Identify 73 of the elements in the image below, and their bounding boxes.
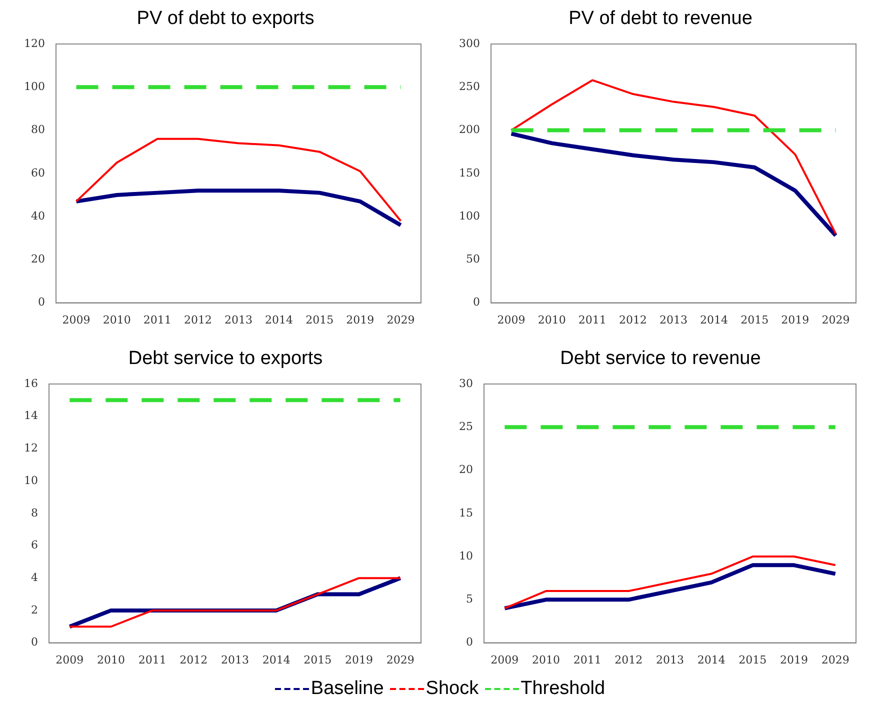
chart-title: Debt service to exports bbox=[128, 348, 323, 371]
x-tick-label: 2010 bbox=[532, 653, 560, 666]
x-tick-label: 2015 bbox=[738, 653, 766, 666]
y-tick-label: 12 bbox=[23, 442, 38, 455]
x-tick-label: 2015 bbox=[740, 313, 768, 326]
y-tick-label: 0 bbox=[37, 296, 44, 309]
y-tick-label: 20 bbox=[30, 252, 44, 266]
x-tick-label: 2013 bbox=[224, 313, 252, 326]
y-tick-label: 15 bbox=[458, 506, 472, 520]
chart-title: Debt service to revenue bbox=[560, 348, 761, 371]
x-tick-label: 2012 bbox=[183, 313, 212, 326]
y-tick-label: 80 bbox=[30, 123, 44, 136]
x-tick-label: 2014 bbox=[262, 653, 290, 666]
y-tick-label: 0 bbox=[465, 636, 472, 649]
x-tick-label: 2014 bbox=[700, 313, 728, 326]
x-tick-label: 2012 bbox=[179, 653, 208, 666]
y-tick-label: 40 bbox=[30, 209, 44, 222]
x-tick-label: 2011 bbox=[138, 653, 166, 666]
x-tick-label: 2019 bbox=[344, 653, 372, 666]
x-tick-label: 2009 bbox=[62, 313, 90, 326]
x-tick-label: 2029 bbox=[821, 313, 850, 326]
x-tick-label: 2013 bbox=[220, 653, 248, 666]
y-tick-label: 120 bbox=[23, 36, 44, 50]
y-tick-label: 14 bbox=[23, 409, 38, 422]
y-tick-label: 2 bbox=[30, 603, 38, 616]
x-tick-label: 2019 bbox=[346, 313, 374, 326]
y-tick-label: 16 bbox=[23, 376, 38, 390]
chart-title: PV of debt to revenue bbox=[568, 8, 752, 31]
y-tick-label: 25 bbox=[458, 420, 472, 433]
y-tick-label: 250 bbox=[458, 80, 480, 93]
x-tick-label: 2015 bbox=[303, 653, 332, 666]
y-tick-label: 0 bbox=[30, 636, 38, 649]
y-tick-label: 150 bbox=[458, 166, 480, 180]
chart-title: PV of debt to exports bbox=[136, 8, 314, 31]
y-tick-label: 10 bbox=[458, 549, 472, 562]
legend-label: Shock bbox=[426, 678, 479, 700]
x-tick-label: 2013 bbox=[656, 653, 684, 666]
x-tick-label: 2010 bbox=[537, 313, 566, 326]
x-tick-label: 2011 bbox=[578, 313, 606, 326]
y-tick-label: 100 bbox=[458, 209, 480, 222]
x-tick-label: 2029 bbox=[386, 313, 414, 326]
x-tick-label: 2014 bbox=[264, 313, 293, 326]
x-tick-label: 2019 bbox=[780, 313, 809, 326]
x-tick-label: 2011 bbox=[572, 653, 601, 666]
x-tick-label: 2015 bbox=[305, 313, 334, 326]
x-tick-label: 2011 bbox=[142, 313, 171, 326]
x-tick-label: 2010 bbox=[96, 653, 124, 666]
x-tick-label: 2010 bbox=[102, 313, 130, 326]
y-tick-label: 300 bbox=[458, 36, 480, 50]
y-tick-label: 5 bbox=[465, 592, 472, 606]
x-tick-label: 2012 bbox=[614, 653, 642, 666]
x-tick-label: 2009 bbox=[490, 653, 518, 666]
x-tick-label: 2019 bbox=[780, 653, 808, 666]
y-tick-label: 100 bbox=[23, 80, 44, 93]
y-tick-label: 10 bbox=[23, 474, 38, 487]
x-tick-label: 2009 bbox=[496, 313, 525, 326]
legend-label: Threshold bbox=[520, 678, 606, 700]
x-tick-label: 2012 bbox=[618, 313, 646, 326]
y-tick-label: 30 bbox=[458, 376, 472, 390]
legend-label: Baseline bbox=[310, 678, 384, 700]
y-tick-label: 4 bbox=[30, 570, 38, 584]
x-tick-label: 2029 bbox=[386, 653, 414, 666]
x-tick-label: 2029 bbox=[820, 653, 849, 666]
y-tick-label: 8 bbox=[30, 506, 38, 520]
y-tick-label: 20 bbox=[458, 463, 472, 476]
y-tick-label: 60 bbox=[30, 166, 44, 180]
x-tick-label: 2013 bbox=[659, 313, 687, 326]
x-tick-label: 2014 bbox=[696, 653, 725, 666]
x-tick-label: 2009 bbox=[55, 653, 84, 666]
y-tick-label: 0 bbox=[472, 296, 480, 309]
y-tick-label: 200 bbox=[458, 123, 480, 136]
y-tick-label: 6 bbox=[30, 538, 38, 552]
y-tick-label: 50 bbox=[465, 252, 480, 266]
